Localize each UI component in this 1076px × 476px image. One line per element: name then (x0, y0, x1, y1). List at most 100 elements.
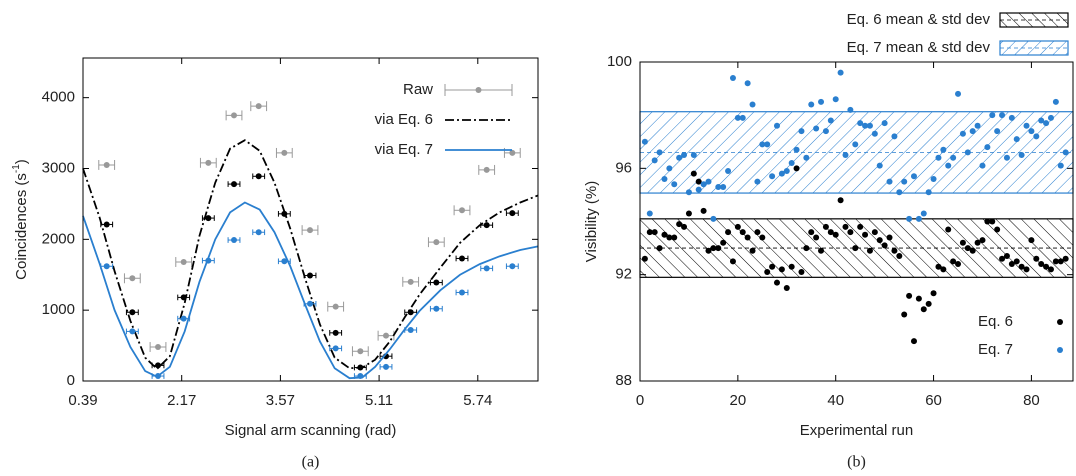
x-tick-label: 40 (827, 392, 844, 409)
data-point (483, 265, 490, 272)
data-point (1038, 261, 1045, 268)
data-point (1003, 154, 1010, 161)
data-point (715, 245, 722, 252)
x-axis-label: Signal arm scanning (rad) (225, 422, 397, 439)
data-point (788, 263, 795, 270)
data-point (231, 112, 238, 119)
data-point (969, 128, 976, 135)
data-point (681, 152, 688, 159)
data-point (749, 247, 756, 254)
data-point (798, 269, 805, 276)
data-point (705, 178, 712, 185)
data-point (818, 98, 825, 105)
y-tick-label: 88 (615, 372, 632, 389)
data-point (725, 167, 732, 174)
data-point (744, 234, 751, 241)
data-point (129, 275, 136, 282)
data-point (681, 223, 688, 230)
data-point (281, 210, 288, 217)
data-point (656, 245, 663, 252)
data-point (685, 210, 692, 217)
data-point (862, 231, 869, 238)
data-point (739, 229, 746, 236)
x-tick-label: 80 (1023, 392, 1040, 409)
data-point (1028, 128, 1035, 135)
data-point (671, 234, 678, 241)
data-point (641, 255, 648, 262)
data-point (837, 197, 844, 204)
data-point (822, 223, 829, 230)
data-point (871, 229, 878, 236)
y-tick-label: 2000 (42, 230, 75, 247)
y-axis-label: Visibility (%) (583, 181, 600, 262)
data-point (920, 306, 927, 313)
data-point (155, 373, 162, 380)
data-point (1008, 261, 1015, 268)
y-axis-label-sup: -1 (11, 164, 22, 173)
plot-frame (639, 61, 1074, 382)
data-point (803, 245, 810, 252)
x-axis-label: Experimental run (800, 422, 913, 439)
data-point (666, 234, 673, 241)
data-point (783, 167, 790, 174)
data-point (793, 146, 800, 153)
data-point (690, 170, 697, 177)
data-point (876, 237, 883, 244)
data-point (690, 152, 697, 159)
data-point (994, 226, 1001, 233)
data-point (847, 106, 854, 113)
x-tick-label: 2.17 (167, 392, 196, 409)
x-tick-label: 0 (636, 392, 644, 409)
data-point (744, 80, 751, 87)
data-point (357, 373, 364, 380)
data-point (769, 173, 776, 180)
data-point (1023, 266, 1030, 273)
data-point (881, 120, 888, 127)
data-point (646, 229, 653, 236)
data-point (979, 162, 986, 169)
data-point (822, 128, 829, 135)
legend-label: Eq. 6 (978, 313, 1013, 330)
data-point (433, 239, 440, 246)
data-point (999, 255, 1006, 262)
data-point (1052, 258, 1059, 265)
data-point (989, 112, 996, 119)
data-point (930, 175, 937, 182)
data-point (180, 294, 187, 301)
legend-swatch (1057, 347, 1063, 353)
data-point (940, 146, 947, 153)
y-tick-label: 0 (67, 372, 75, 389)
data-point (842, 223, 849, 230)
data-point (357, 348, 364, 355)
data-point (700, 181, 707, 188)
y-tick-label: 1000 (42, 301, 75, 318)
data-point (407, 278, 414, 285)
data-point (651, 229, 658, 236)
data-point (871, 130, 878, 137)
data-point (910, 338, 917, 345)
data-point (407, 309, 414, 316)
data-point (357, 364, 364, 371)
data-point (685, 189, 692, 196)
data-point (935, 154, 942, 161)
data-point (866, 247, 873, 254)
data-point (1062, 255, 1069, 262)
data-point (483, 166, 490, 173)
data-point (1028, 237, 1035, 244)
data-point (896, 253, 903, 260)
data-point (906, 292, 913, 299)
data-point (901, 178, 908, 185)
data-point (764, 269, 771, 276)
data-point (783, 284, 790, 291)
data-point (852, 245, 859, 252)
data-point (1008, 114, 1015, 121)
data-point (1023, 122, 1030, 129)
data-point (433, 279, 440, 286)
data-point (808, 101, 815, 108)
data-point (827, 117, 834, 124)
data-point (255, 173, 262, 180)
data-point (955, 90, 962, 97)
y-axis-label: Coincidences (s-1) (11, 159, 30, 280)
y-tick-label: 4000 (42, 89, 75, 106)
